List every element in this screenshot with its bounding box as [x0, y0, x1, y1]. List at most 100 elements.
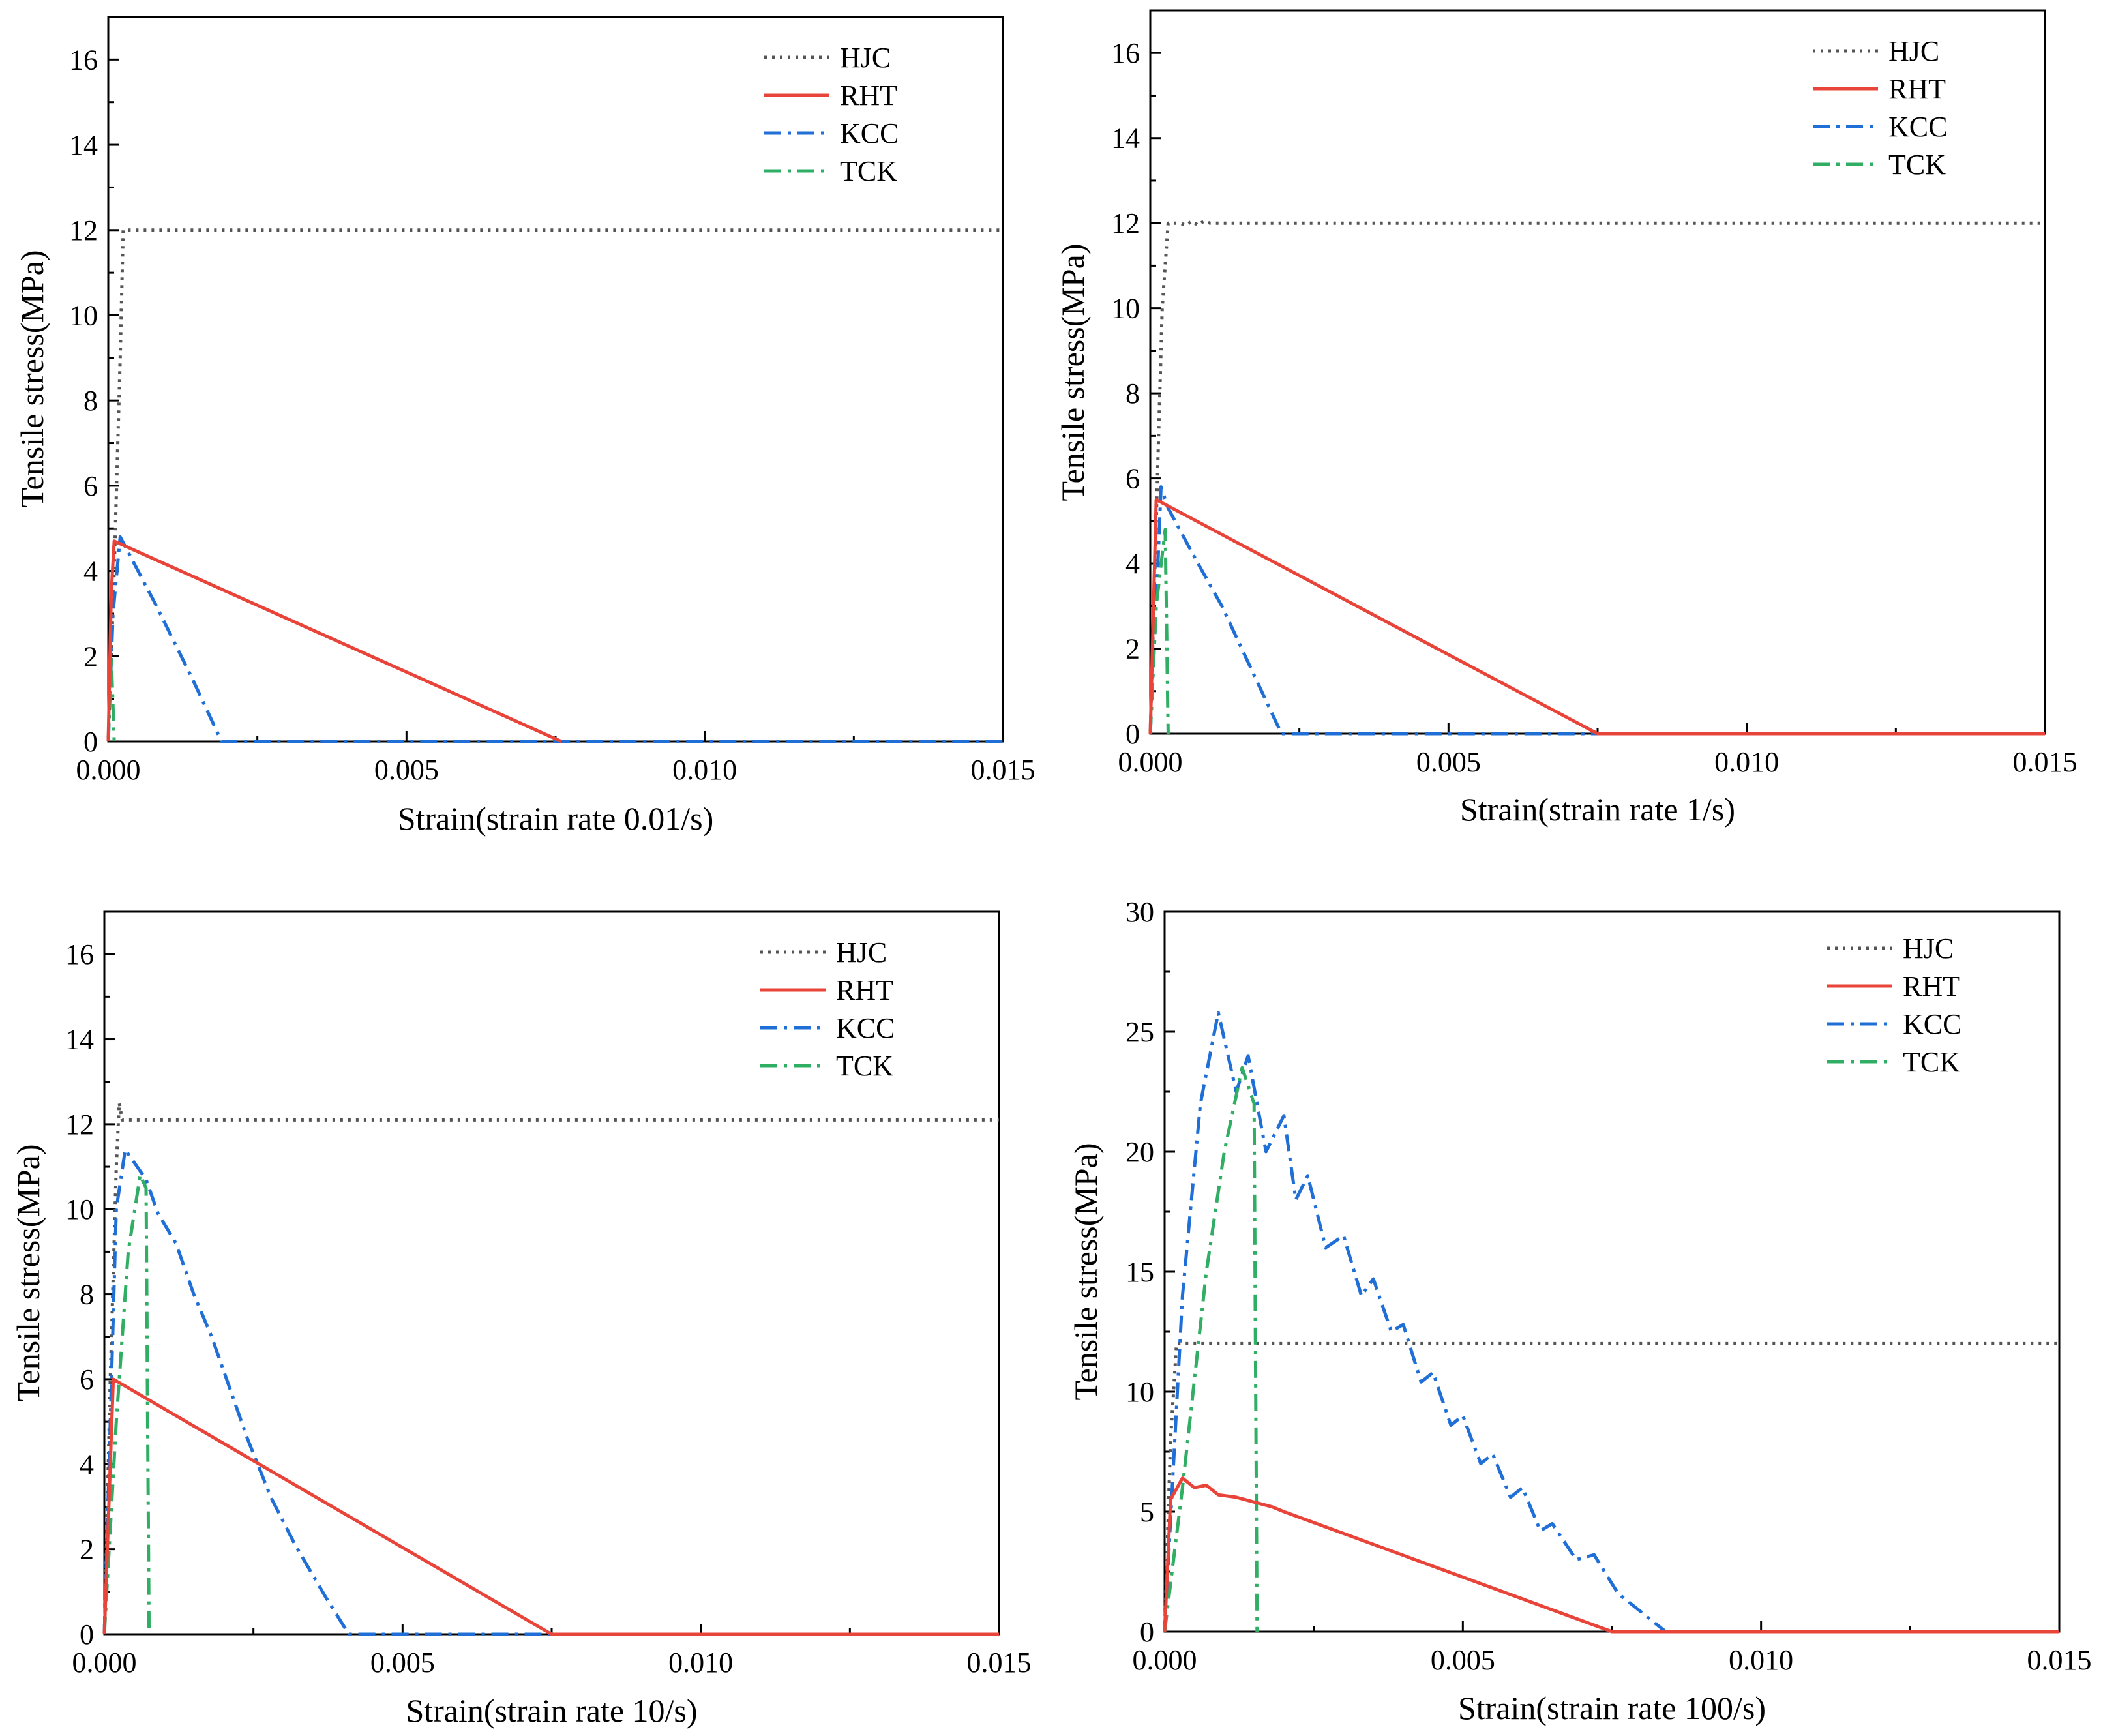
- series-line-hjc: [1163, 1341, 2059, 1632]
- legend-label-hjc: HJC: [1903, 933, 1954, 965]
- x-tick-label: 0.015: [2027, 1644, 2092, 1676]
- series-line-rht: [1163, 1476, 2059, 1634]
- legend-label-kcc: KCC: [1903, 1008, 1961, 1040]
- y-tick-label: 25: [1125, 1016, 1154, 1048]
- series-layer: [1163, 1011, 2059, 1634]
- y-tick-label: 12: [1111, 207, 1140, 239]
- y-tick-label: 2: [80, 1534, 94, 1566]
- legend-label-tck: TCK: [1903, 1046, 1960, 1078]
- x-tick-label: 0.000: [72, 1647, 137, 1679]
- series-line-rht: [1148, 498, 2045, 736]
- y-tick-label: 0: [80, 1619, 94, 1651]
- series-line-kcc: [106, 535, 1003, 743]
- y-tick-label: 16: [1111, 37, 1140, 69]
- y-tick-label: 15: [1125, 1256, 1154, 1288]
- panel-c: 0.000 0.005 0.010 0.015 0 2 4 6 8 10 12 14 16 HJC RH…: [10, 910, 1032, 1729]
- x-tick-label: 0.015: [971, 754, 1036, 786]
- y-tick-label: 12: [65, 1109, 94, 1141]
- panel-a: 0.000 0.005 0.010 0.015 0 2 4 6 8 10 12 14 16 HJC RH…: [14, 16, 1036, 837]
- y-tick-label: 10: [69, 299, 98, 331]
- y-tick-label: 20: [1125, 1136, 1154, 1168]
- x-tick-label: 0.015: [2013, 746, 2078, 778]
- y-tick-label: 6: [80, 1364, 94, 1396]
- x-tick-label: 0.000: [76, 754, 141, 786]
- y-tick-label: 10: [1125, 1376, 1154, 1408]
- y-tick-label: 12: [69, 215, 98, 247]
- series-layer: [102, 1101, 999, 1636]
- x-tick-label: 0.010: [668, 1647, 733, 1679]
- y-tick-label: 10: [1111, 293, 1140, 325]
- y-tick-label: 8: [83, 385, 98, 417]
- legend: HJC RHT KCC TCK: [1813, 35, 1947, 181]
- legend: HJC RHT KCC TCK: [1827, 933, 1961, 1078]
- x-tick-label: 0.005: [370, 1647, 435, 1679]
- x-axis: 0.000 0.005 0.010 0.015: [1118, 723, 2078, 778]
- legend-label-hjc: HJC: [1888, 35, 1939, 67]
- legend-label-rht: RHT: [836, 974, 893, 1006]
- x-axis-title: Strain(strain rate 10/s): [406, 1692, 697, 1729]
- x-tick-label: 0.005: [1416, 746, 1481, 778]
- y-axis-title: Tensile stress(MPa): [1054, 243, 1091, 501]
- y-axis: 0 2 4 6 8 10 12 14 16: [65, 910, 115, 1651]
- y-tick-label: 14: [69, 129, 98, 161]
- y-axis-title: Tensile stress(MPa): [10, 1144, 46, 1401]
- x-axis: 0.000 0.005 0.010 0.015: [72, 1624, 1032, 1679]
- series-line-hjc: [102, 1101, 999, 1635]
- y-axis-title: Tensile stress(MPa): [1067, 1143, 1104, 1400]
- series-line-kcc: [1163, 1011, 2059, 1634]
- legend-label-tck: TCK: [840, 155, 897, 187]
- series-line-kcc: [102, 1148, 999, 1636]
- legend: HJC RHT KCC TCK: [760, 936, 895, 1082]
- legend-label-kcc: KCC: [836, 1012, 895, 1044]
- x-tick-label: 0.000: [1118, 746, 1183, 778]
- series-layer: [1148, 219, 2045, 736]
- y-tick-label: 2: [83, 640, 98, 672]
- y-tick-label: 10: [65, 1193, 94, 1225]
- x-axis: 0.000 0.005 0.010 0.015: [76, 731, 1036, 786]
- series-line-kcc: [1148, 485, 2045, 736]
- y-tick-label: 0: [83, 726, 98, 758]
- legend-label-kcc: KCC: [1888, 111, 1947, 143]
- x-tick-label: 0.010: [1729, 1644, 1793, 1676]
- x-tick-label: 0.005: [374, 754, 439, 786]
- panel-d: 0.000 0.005 0.010 0.015 0 5 10 15 20 25 30 HJC RHT…: [1067, 896, 2092, 1726]
- legend-label-tck: TCK: [836, 1050, 893, 1082]
- series-line-tck: [1163, 1066, 1259, 1632]
- y-tick-label: 14: [1111, 123, 1140, 155]
- y-axis-title: Tensile stress(MPa): [14, 250, 50, 507]
- y-tick-label: 6: [83, 470, 98, 502]
- y-tick-label: 4: [80, 1448, 94, 1480]
- y-tick-label: 8: [80, 1279, 94, 1311]
- series-line-tck: [106, 654, 116, 742]
- series-layer: [106, 228, 1003, 743]
- series-line-rht: [102, 1377, 999, 1636]
- x-tick-label: 0.010: [1714, 746, 1779, 778]
- x-tick-label: 0.015: [967, 1647, 1032, 1679]
- y-tick-label: 6: [1125, 463, 1140, 495]
- x-tick-label: 0.010: [672, 754, 737, 786]
- y-tick-label: 5: [1140, 1496, 1154, 1528]
- y-axis: 0 5 10 15 20 25 30: [1125, 896, 1175, 1648]
- y-tick-label: 0: [1125, 718, 1140, 750]
- x-axis-title: Strain(strain rate 0.01/s): [398, 800, 714, 837]
- series-line-tck: [102, 1173, 151, 1635]
- y-tick-label: 16: [69, 44, 98, 76]
- x-axis-title: Strain(strain rate 1/s): [1460, 791, 1735, 828]
- x-tick-label: 0.005: [1431, 1644, 1495, 1676]
- legend-label-kcc: KCC: [840, 117, 899, 149]
- y-tick-label: 8: [1125, 378, 1140, 410]
- legend-label-rht: RHT: [840, 80, 897, 112]
- panel-b: 0.000 0.005 0.010 0.015 0 2 4 6 8 10 12 14 16 HJC RH…: [1054, 9, 2078, 828]
- legend-label-hjc: HJC: [836, 936, 887, 968]
- series-line-hjc: [106, 228, 1003, 742]
- y-tick-label: 16: [65, 938, 94, 970]
- y-tick-label: 14: [65, 1024, 94, 1056]
- y-tick-label: 4: [83, 556, 98, 588]
- x-axis: 0.000 0.005 0.010 0.015: [1133, 1621, 2092, 1676]
- legend-label-rht: RHT: [1888, 73, 1946, 105]
- legend-label-tck: TCK: [1888, 149, 1946, 181]
- legend-label-rht: RHT: [1903, 970, 1960, 1002]
- x-tick-label: 0.000: [1133, 1644, 1197, 1676]
- series-line-tck: [1148, 528, 1170, 734]
